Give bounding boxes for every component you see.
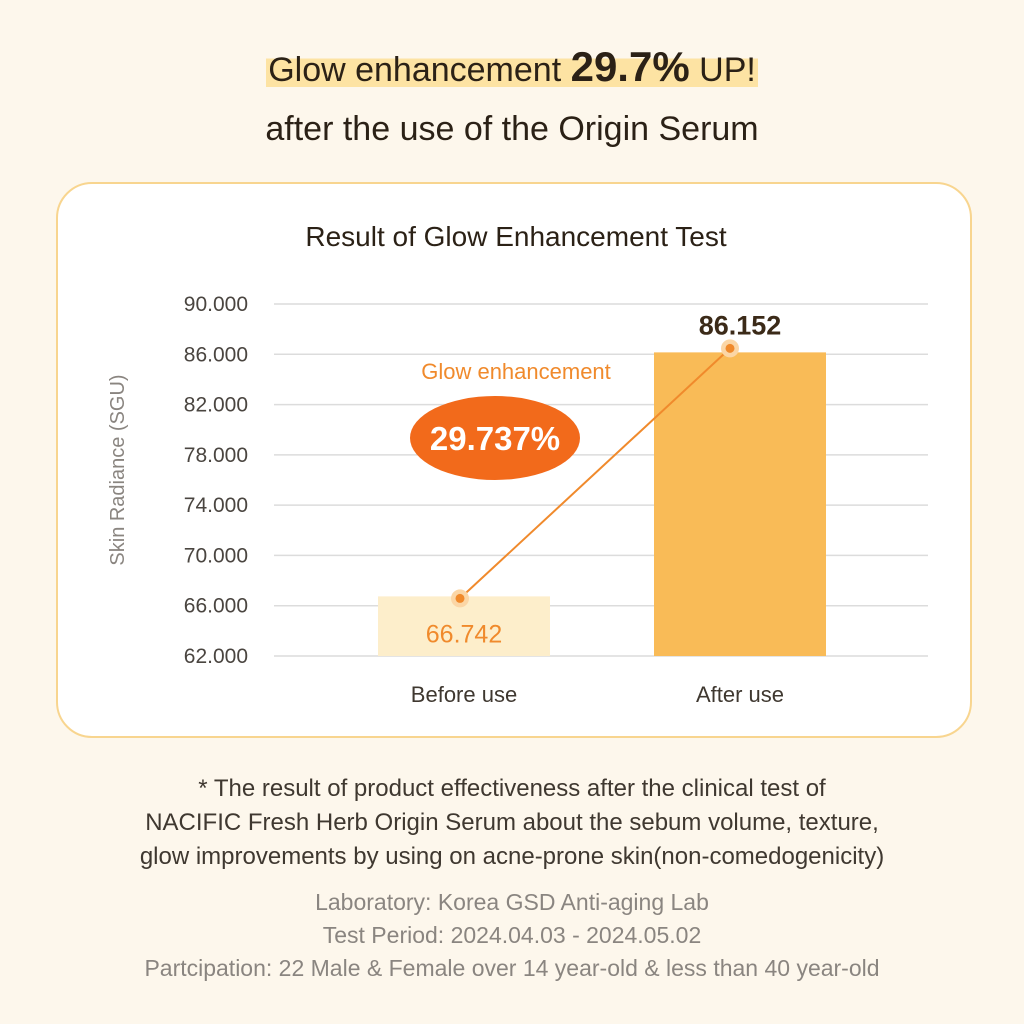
headline-prefix: Glow enhancement — [268, 51, 571, 89]
participation-text: Partcipation: 22 Male & Female over 14 y… — [144, 955, 880, 981]
headline: Glow enhancement 29.7% UP! after the use… — [0, 44, 1024, 159]
x-tick-label: After use — [696, 682, 784, 707]
y-axis-label: Skin Radiance (SGU) — [107, 374, 129, 565]
y-tick-label: 78.000 — [184, 444, 248, 467]
connector — [451, 339, 739, 608]
y-tick-label: 86.000 — [184, 343, 248, 366]
headline-percent: 29.7% — [570, 43, 690, 90]
disclaimer-line: * The result of product effectiveness af… — [198, 775, 826, 802]
disclaimer-line: NACIFIC Fresh Herb Origin Serum about th… — [145, 809, 879, 836]
grid: 90.000 86.000 82.000 78.000 74.000 70.000 66.0… — [184, 293, 928, 668]
y-tick-label: 70.000 — [184, 544, 248, 567]
y-tick-label: 74.000 — [184, 494, 248, 517]
data-label-before: 66.742 — [426, 620, 502, 648]
connector-line — [459, 347, 731, 600]
point-before — [455, 593, 465, 603]
y-tick-label: 62.000 — [184, 645, 248, 668]
disclaimer: * The result of product effectiveness af… — [0, 772, 1024, 874]
disclaimer-line: glow improvements by using on acne-prone… — [139, 843, 885, 870]
chart-card: Result of Glow Enhancement Test Skin Rad… — [56, 182, 972, 738]
notes: * The result of product effectiveness af… — [0, 772, 1024, 985]
point-after — [725, 343, 735, 353]
headline-suffix: UP! — [689, 51, 756, 89]
test-meta: Laboratory: Korea GSD Anti-aging Lab Tes… — [0, 886, 1024, 985]
y-tick-label: 90.000 — [184, 293, 248, 316]
headline-line-1: Glow enhancement 29.7% UP! — [266, 44, 758, 93]
x-tick-labels: Before use After use — [411, 682, 784, 707]
data-label-after: 86.152 — [699, 310, 782, 340]
test-period-text: Test Period: 2024.04.03 - 2024.05.02 — [322, 922, 702, 948]
annotation-badge — [410, 396, 580, 480]
headline-line-2: after the use of the Origin Serum — [265, 110, 759, 148]
annotation: Glow enhancement 29.737% — [410, 359, 611, 480]
laboratory-text: Laboratory: Korea GSD Anti-aging Lab — [315, 889, 709, 915]
annotation-label: Glow enhancement — [421, 359, 611, 384]
y-tick-label: 66.000 — [184, 595, 248, 618]
x-tick-label: Before use — [411, 682, 517, 707]
y-tick-label: 82.000 — [184, 394, 248, 417]
chart-title: Result of Glow Enhancement Test — [305, 221, 726, 252]
annotation-value: 29.737% — [430, 420, 560, 457]
bar-after — [654, 352, 826, 656]
bars: 66.742 86.152 — [378, 310, 826, 656]
glow-chart: Result of Glow Enhancement Test Skin Rad… — [107, 221, 928, 707]
